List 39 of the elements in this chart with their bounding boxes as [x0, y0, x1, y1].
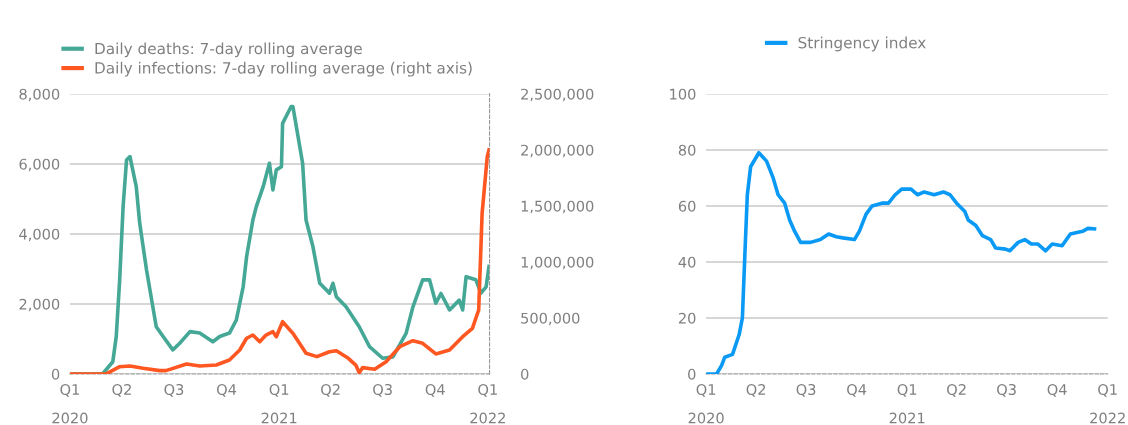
x-tick-label: Q2	[112, 383, 131, 397]
y-tick-label: 0	[688, 368, 696, 380]
y2-tick-label: 1,000,000	[521, 256, 594, 270]
y-tick-label: 6,000	[19, 158, 60, 172]
legend-label: Stringency index	[798, 36, 926, 52]
y2-tick-label: 1,500,000	[521, 200, 594, 214]
x-tick-label: Q3	[997, 383, 1016, 397]
y-tick-label: 8,000	[19, 88, 60, 102]
x-tick-label: Q1 2022	[1090, 383, 1125, 424]
legend-label: Daily deaths: 7-day rolling average	[95, 42, 362, 58]
x-tick-label: Q1 2022	[470, 383, 505, 424]
x-tick-label: Q4	[1047, 383, 1067, 397]
x-tick-label: Q2	[947, 383, 966, 397]
x-tick-label: Q4	[217, 383, 237, 397]
x-tick-label: Q1 2021	[261, 383, 297, 424]
y2-tick-label: 0	[521, 368, 529, 380]
y-tick-label: 4,000	[19, 228, 60, 242]
x-tick-label: Q1 2020	[688, 383, 724, 424]
x-tick-label: Q3	[796, 383, 816, 397]
legend-label: Daily infections: 7-day rolling average (right axis)	[95, 61, 472, 77]
x-tick-label: Q3	[164, 383, 184, 397]
y-tick-label: 80	[678, 144, 696, 156]
y2-tick-label: 2,000,000	[521, 144, 594, 158]
x-tick-label: Q4	[425, 383, 445, 397]
y2-tick-label: 2,500,000	[521, 88, 594, 102]
x-tick-label: Q4	[847, 383, 867, 397]
x-tick-label: Q1 2021	[889, 383, 925, 424]
y-tick-label: 2,000	[19, 298, 60, 312]
line-series	[706, 150, 1097, 374]
x-tick-label: Q1 2020	[52, 383, 88, 424]
y-tick-label: 60	[678, 200, 696, 212]
y2-tick-label: 500,000	[521, 312, 580, 326]
y-tick-label: 40	[678, 256, 696, 268]
y-tick-label: 0	[51, 368, 60, 380]
y-tick-label: 100	[670, 88, 696, 100]
x-tick-label: Q2	[321, 383, 340, 397]
y-tick-label: 20	[678, 312, 696, 324]
x-tick-label: Q3	[373, 383, 392, 397]
x-tick-label: Q2	[746, 383, 766, 397]
